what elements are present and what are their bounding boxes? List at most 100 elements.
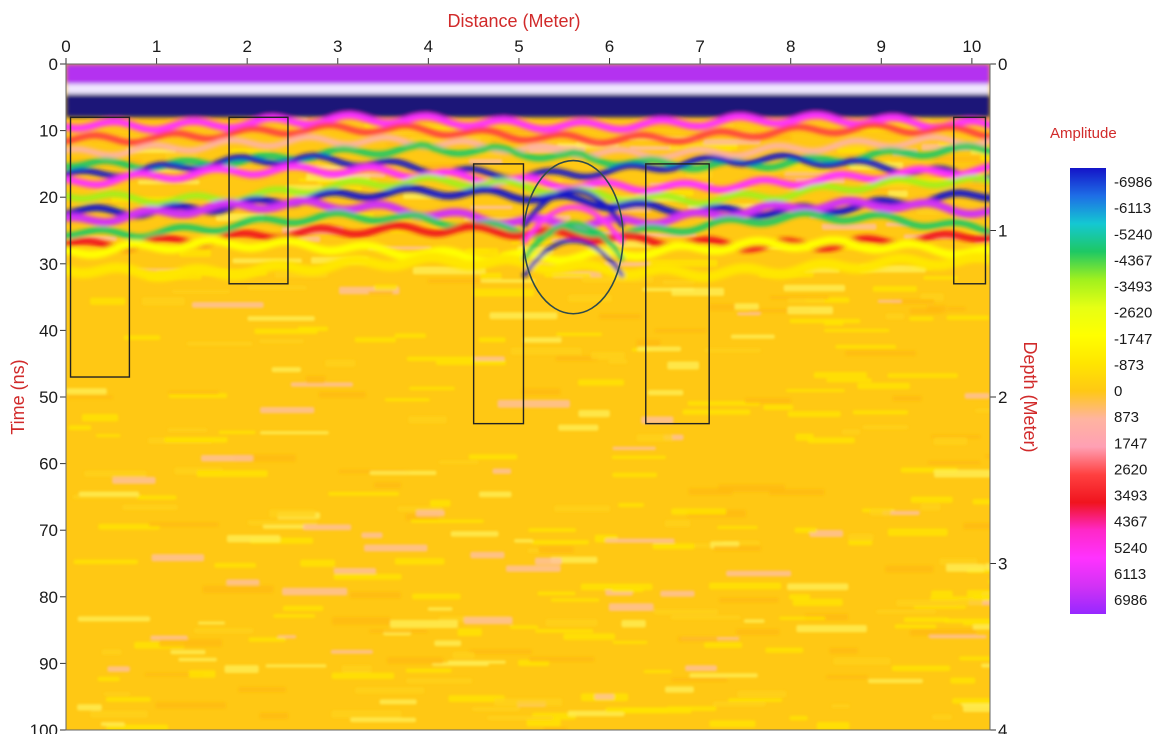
texture-streak xyxy=(876,609,937,614)
texture-streak xyxy=(555,355,598,362)
texture-streak xyxy=(67,395,113,399)
texture-streak xyxy=(765,647,804,653)
texture-streak xyxy=(151,554,205,562)
texture-streak xyxy=(363,544,428,552)
texture-streak xyxy=(667,361,700,370)
texture-streak xyxy=(622,708,692,714)
texture-streak xyxy=(202,585,274,593)
texture-streak xyxy=(833,657,891,665)
plot-frame xyxy=(65,63,991,731)
texture-streak xyxy=(302,524,352,531)
texture-streak xyxy=(224,665,259,673)
texture-streak xyxy=(779,616,826,620)
legend-label: 5240 xyxy=(1114,540,1147,557)
texture-streak xyxy=(406,678,473,684)
texture-streak xyxy=(718,484,785,492)
texture-streak xyxy=(535,629,594,633)
texture-streak xyxy=(966,589,990,598)
texture-streak xyxy=(946,315,990,321)
reflection-band xyxy=(66,162,990,195)
texture-streak xyxy=(835,344,897,349)
texture-streak xyxy=(361,532,383,539)
texture-streak xyxy=(468,159,503,165)
texture-streak xyxy=(248,637,286,642)
legend-label: -6113 xyxy=(1114,200,1151,217)
reflection-band xyxy=(66,184,990,220)
texture-streak xyxy=(962,704,990,712)
texture-streak xyxy=(608,603,654,612)
texture-streak xyxy=(480,272,502,280)
texture-streak xyxy=(682,409,751,415)
texture-streak xyxy=(947,306,966,311)
texture-streak xyxy=(247,316,315,321)
texture-streak xyxy=(188,670,216,678)
texture-streak xyxy=(816,721,850,730)
texture-streak xyxy=(686,169,713,178)
texture-streak xyxy=(945,563,985,572)
texture-streak xyxy=(618,502,645,508)
texture-streak xyxy=(269,509,316,518)
texture-streak xyxy=(427,607,453,611)
texture-streak xyxy=(387,657,444,664)
texture-streak xyxy=(952,698,990,704)
texture-streak xyxy=(408,416,447,424)
texture-streak xyxy=(787,306,834,315)
texture-streak xyxy=(556,332,603,337)
texture-streak xyxy=(522,337,562,343)
texture-streak xyxy=(333,573,402,580)
texture-streak xyxy=(103,692,131,696)
texture-streak xyxy=(271,367,301,373)
texture-streak xyxy=(191,301,264,308)
texture-streak xyxy=(933,437,968,445)
texture-streak xyxy=(891,299,935,305)
texture-streak xyxy=(545,619,598,627)
texture-streak xyxy=(526,718,561,727)
texture-streak xyxy=(168,391,219,395)
texture-streak xyxy=(787,583,849,591)
texture-streak xyxy=(468,649,532,655)
texture-streak xyxy=(647,390,684,396)
texture-streak xyxy=(794,527,817,533)
texture-streak xyxy=(928,460,981,465)
texture-streak xyxy=(537,591,576,596)
texture-streak xyxy=(531,540,589,545)
texture-streak xyxy=(558,424,599,431)
y-tick-label: 50 xyxy=(39,388,58,407)
reflection-band xyxy=(66,121,990,147)
texture-streak xyxy=(910,496,953,503)
texture-streak xyxy=(980,153,990,161)
texture-streak xyxy=(959,656,990,661)
texture-streak xyxy=(612,472,658,478)
y-tick-label: 40 xyxy=(39,321,58,340)
texture-streak xyxy=(90,710,148,718)
texture-streak xyxy=(852,410,909,415)
legend-label: 1747 xyxy=(1114,435,1147,452)
legend-label: 2620 xyxy=(1114,461,1147,478)
texture-streak xyxy=(932,714,952,720)
texture-streak xyxy=(119,117,181,121)
texture-streak xyxy=(84,470,147,477)
texture-streak xyxy=(514,538,534,543)
texture-streak xyxy=(550,598,600,602)
texture-streak xyxy=(101,649,122,655)
legend-label: 0 xyxy=(1114,383,1122,400)
texture-streak xyxy=(405,668,452,673)
texture-streak xyxy=(789,715,808,721)
texture-streak xyxy=(826,378,872,383)
texture-streak xyxy=(470,205,513,210)
texture-streak xyxy=(792,598,843,606)
legend-title: Amplitude xyxy=(1050,125,1117,142)
texture-streak xyxy=(823,320,844,326)
texture-streak xyxy=(432,662,489,666)
texture-streak xyxy=(594,693,615,700)
texture-streak xyxy=(457,628,482,636)
x-tick-label: 3 xyxy=(333,37,342,56)
x-tick-label: 1 xyxy=(152,37,161,56)
texture-streak xyxy=(599,313,642,320)
texture-streak xyxy=(868,678,923,684)
texture-streak xyxy=(888,190,908,198)
texture-streak xyxy=(505,565,561,572)
texture-streak xyxy=(730,334,775,339)
texture-streak xyxy=(934,469,990,478)
